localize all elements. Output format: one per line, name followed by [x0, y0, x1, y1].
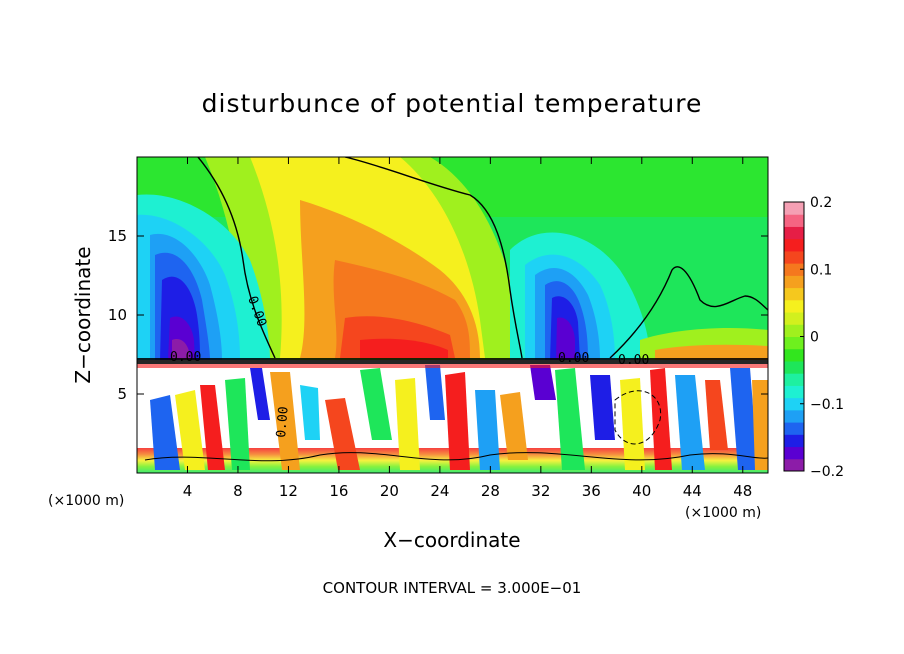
x-tick-label: 24	[430, 482, 449, 500]
contour-label: 0.00	[274, 406, 292, 439]
colorbar-swatch	[784, 275, 804, 289]
cold-column-right-purple	[556, 317, 575, 360]
colorbar-swatch	[784, 458, 804, 472]
colorbar-swatch	[784, 287, 804, 301]
cold-column-left-violet	[172, 339, 190, 360]
colorbar-tick-label: −0.1	[810, 397, 844, 413]
x-tick-label: 16	[329, 482, 348, 500]
colorbar-swatch	[784, 422, 804, 435]
x-unit-left: (×1000 m)	[48, 493, 124, 509]
colorbar-swatch	[784, 299, 804, 313]
colorbar-swatch	[784, 434, 804, 448]
contour-zero-right	[609, 266, 768, 359]
colorbar-tick-label: 0	[810, 330, 819, 346]
colorbar-swatch	[784, 214, 804, 227]
colorbar-tick-label: −0.2	[810, 464, 844, 480]
colorbar-swatch	[784, 446, 804, 460]
contour-label: 0.00	[170, 350, 201, 365]
contour-zero-left	[197, 157, 276, 359]
colorbar-swatch	[784, 373, 804, 386]
warm-region-right-2	[655, 344, 768, 360]
colorbar-swatch	[784, 397, 804, 411]
x-tick-label: 32	[531, 482, 550, 500]
transition-band	[137, 358, 768, 368]
y-axis: 5 10 15	[108, 227, 768, 403]
y-tick-label: 5	[117, 385, 127, 403]
y-axis-label: Z−coordinate	[71, 246, 95, 383]
chart-title: disturbunce of potential temperature	[202, 89, 703, 118]
colorbar-swatch	[784, 250, 804, 264]
x-tick-label: 4	[183, 482, 193, 500]
contour-zero-center	[344, 157, 523, 359]
y-tick-label: 10	[108, 306, 127, 324]
colorbar-swatch	[784, 202, 804, 215]
colorbar-swatch	[784, 385, 804, 399]
x-tick-label: 28	[481, 482, 500, 500]
colorbar-tick-label: 0.2	[810, 195, 832, 211]
x-axis-label: X−coordinate	[383, 528, 520, 552]
colorbar-swatch	[784, 348, 804, 362]
colorbar-swatch	[784, 360, 804, 374]
colorbar-swatch	[784, 409, 804, 423]
colorbar-swatch	[784, 263, 804, 276]
colorbar-swatch	[784, 312, 804, 325]
warm-plume-deepred	[360, 338, 448, 358]
contour-label: 0.00	[618, 353, 649, 368]
contour-lower-dashed	[614, 390, 662, 445]
colorbar-swatch	[784, 226, 804, 240]
x-axis: 4 8 12 16 20 24 28 32 36 40 44 48	[183, 157, 752, 500]
colorbar-swatch	[784, 336, 804, 350]
x-tick-label: 8	[233, 482, 243, 500]
x-unit-right: (×1000 m)	[685, 505, 761, 521]
colorbar-tick-label: 0.1	[810, 262, 832, 278]
colorbar-swatch	[784, 324, 804, 337]
contour-labels: 0.000.00 0.00 0.000.00	[170, 294, 649, 438]
heatmap-field	[137, 157, 768, 473]
x-tick-label: 40	[632, 482, 651, 500]
y-tick-label: 15	[108, 227, 127, 245]
contour-interval-note: CONTOUR INTERVAL = 3.000E−01	[323, 579, 582, 597]
lower-layer-structures	[150, 365, 768, 470]
x-tick-label: 48	[733, 482, 752, 500]
x-tick-label: 12	[279, 482, 298, 500]
contour-zero-lower	[144, 452, 768, 462]
colorbar	[784, 202, 804, 472]
colorbar-swatch	[784, 238, 804, 252]
x-tick-label: 20	[380, 482, 399, 500]
contour-label: 0.00	[558, 351, 589, 366]
x-tick-label: 44	[683, 482, 702, 500]
contour-lines	[144, 157, 768, 462]
x-tick-label: 36	[582, 482, 601, 500]
colorbar-ticks: 0.2 0.1 0 −0.1 −0.2	[800, 195, 844, 480]
